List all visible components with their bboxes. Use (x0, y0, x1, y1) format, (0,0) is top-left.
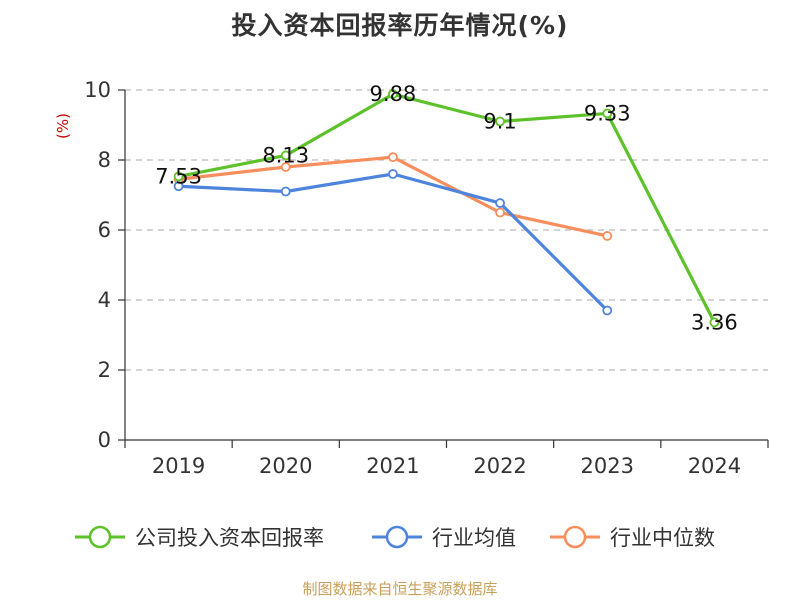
data-point (495, 207, 505, 218)
legend-marker (385, 525, 409, 549)
chart-title: 投入资本回报率历年情况(%) (231, 11, 569, 40)
legend: 公司投入资本回报率 行业均值 行业中位数 (75, 525, 715, 550)
legend-label: 公司投入资本回报率 (135, 526, 324, 550)
legend-label: 行业中位数 (610, 526, 715, 550)
data-point (280, 186, 291, 197)
data-point (602, 231, 613, 241)
x-tick-label: 2021 (366, 454, 419, 478)
x-tick-label: 2023 (581, 454, 634, 478)
data-label: 9.33 (584, 101, 631, 125)
series-line-3 (178, 155, 608, 238)
source-note: 制图数据来自恒生聚源数据库 (302, 580, 497, 598)
legend-marker (563, 525, 587, 549)
data-point (602, 305, 613, 316)
data-label: 8.13 (262, 143, 309, 167)
data-point (709, 317, 720, 328)
series-lines (173, 89, 720, 328)
data-point (388, 152, 398, 163)
y-axis-unit-label: (%) (54, 113, 72, 139)
data-label: 3.36 (691, 310, 738, 334)
x-tick-label: 2020 (259, 454, 312, 478)
y-tick-label: 2 (98, 358, 111, 382)
y-tick-label: 4 (98, 288, 111, 312)
y-tick-label: 8 (98, 148, 111, 172)
data-point (388, 89, 398, 100)
y-tick-label: 0 (98, 428, 111, 452)
legend-label: 行业均值 (432, 526, 516, 550)
data-label: 9.1 (483, 110, 516, 134)
data-point (388, 169, 398, 179)
data-point (280, 162, 291, 172)
data-label: 7.53 (155, 164, 202, 188)
data-point (173, 181, 184, 192)
x-tick-label: 2019 (152, 454, 205, 478)
series-line-1 (178, 92, 716, 324)
y-tick-label: 10 (84, 78, 111, 102)
axes: 0 2 4 6 8 10 2019 2020 2021 2022 2023 2024 (84, 78, 769, 478)
x-tick-label: 2022 (473, 454, 526, 478)
data-point (602, 108, 613, 119)
data-point (495, 198, 505, 208)
data-labels: 7.53 8.13 9.88 9.1 9.33 3.36 (155, 82, 738, 334)
y-tick-label: 6 (98, 218, 111, 242)
grid-lines (125, 89, 768, 371)
data-point (280, 150, 291, 161)
legend-marker (88, 525, 112, 549)
data-label: 9.88 (370, 82, 417, 106)
x-tick-label: 2024 (688, 454, 741, 478)
data-point (495, 116, 505, 127)
data-point (173, 171, 184, 182)
series-line-2 (178, 172, 609, 312)
